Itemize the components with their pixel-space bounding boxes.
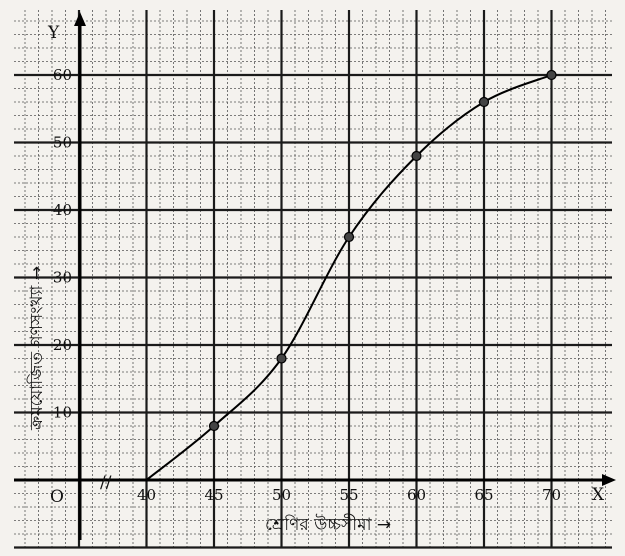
- data-points: [208, 69, 557, 432]
- y-tick-label: 30: [53, 269, 72, 287]
- x-tick-label: 65: [474, 486, 493, 504]
- y-tick-label: 50: [53, 134, 72, 152]
- x-tick-label: 45: [204, 486, 223, 504]
- x-tick-label: 70: [542, 486, 561, 504]
- y-axis-title: ক্রমযোজিত গণসংখ্যা →: [26, 266, 47, 431]
- x-axis-letter: X: [592, 485, 605, 505]
- x-tick-label: 60: [407, 486, 426, 504]
- axes: [14, 12, 616, 540]
- y-tick-label: 20: [53, 336, 72, 354]
- y-axis-arrow-icon: [74, 12, 86, 26]
- data-point: [546, 69, 557, 81]
- y-tick-labels: 10 20 30 40 50 60: [53, 66, 72, 422]
- y-tick-label: 60: [53, 66, 72, 84]
- axis-break-mark: //: [100, 473, 112, 493]
- data-point: [208, 420, 220, 432]
- x-tick-label: 40: [137, 486, 156, 504]
- origin-label: O: [50, 487, 64, 507]
- grid-minor: [14, 10, 612, 548]
- x-axis-arrow-icon: [602, 474, 616, 486]
- x-tick-label: 55: [339, 486, 358, 504]
- data-point: [276, 353, 287, 364]
- x-tick-label: 50: [272, 486, 291, 504]
- y-tick-label: 10: [53, 404, 72, 422]
- data-point: [478, 96, 490, 108]
- data-point: [343, 231, 355, 243]
- data-point: [411, 150, 422, 162]
- grid-major: [14, 10, 612, 549]
- x-axis-title: শ্রেণির উচ্চসীমা →: [265, 514, 391, 535]
- y-axis-letter: Y: [47, 23, 60, 43]
- y-tick-label: 40: [53, 201, 72, 219]
- x-tick-labels: 40 45 50 55 60 65 70: [137, 486, 561, 504]
